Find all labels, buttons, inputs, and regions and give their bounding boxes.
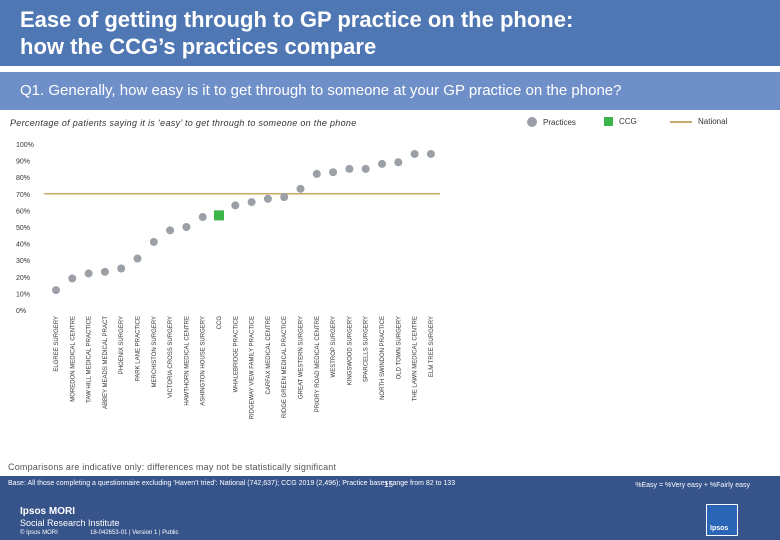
practice-point xyxy=(394,158,403,167)
y-tick-label: 40% xyxy=(16,242,30,249)
category-label: PARK LANE PRACTICE xyxy=(136,316,142,381)
category-label: PRIORY ROAD MEDICAL CENTRE xyxy=(315,316,321,412)
copyright: © Ipsos MORI xyxy=(20,530,58,536)
ccg-point xyxy=(214,210,224,221)
practice-point xyxy=(247,198,256,207)
category-label: CCG xyxy=(217,316,223,330)
legend-ccg-label: CCG xyxy=(619,117,637,126)
disclaimer: Comparisons are indicative only: differe… xyxy=(8,462,337,472)
practice-point xyxy=(166,226,175,235)
legend-practices-label: Practices xyxy=(543,117,576,127)
chart-title: Percentage of patients saying it is ‘eas… xyxy=(10,118,357,128)
y-tick-label: 30% xyxy=(16,258,30,265)
legend-national-label: National xyxy=(698,117,728,126)
practice-point xyxy=(345,164,354,173)
category-label: WESTROP SURGERY xyxy=(331,316,337,377)
category-label: MERCHISTON SURGERY xyxy=(152,316,158,387)
practice-point xyxy=(133,254,142,263)
legend-practices: Practices xyxy=(527,117,576,127)
practice-point xyxy=(410,149,419,158)
category-label: ASHINGTON HOUSE SURGERY xyxy=(201,316,207,406)
y-tick-label: 90% xyxy=(16,159,30,166)
ipsos-logo: Ipsos xyxy=(706,504,738,536)
practice-point xyxy=(426,149,435,158)
category-label: OLD TOWN SURGERY xyxy=(396,316,402,379)
practice-point xyxy=(52,286,60,295)
project-ref: 18-042653-01 | Version 1 | Public xyxy=(90,530,179,536)
category-label: MOREDON MEDICAL CENTRE xyxy=(70,316,76,402)
practice-point xyxy=(312,169,321,178)
practice-point xyxy=(361,164,370,173)
y-tick-label: 80% xyxy=(16,175,30,182)
practice-point xyxy=(231,201,240,210)
category-label: GREAT WESTERN SURGERY xyxy=(299,316,305,399)
practice-point xyxy=(198,213,207,222)
practice-dot-icon xyxy=(527,117,537,127)
category-label: KINGSWOOD SURGERY xyxy=(347,316,353,385)
sri-logo-text: Social Research Institute xyxy=(20,518,120,528)
national-line-icon xyxy=(670,120,692,123)
y-tick-label: 10% xyxy=(16,291,30,298)
y-tick-label: 50% xyxy=(16,225,30,232)
category-label: WHALEBRIDGE PRACTICE xyxy=(233,316,239,392)
easy-definition: %Easy = %Very easy + %Fairly easy xyxy=(635,482,750,489)
question-bar: Q1. Generally, how easy is it to get thr… xyxy=(0,72,780,110)
category-label: SPARCELLS SURGERY xyxy=(364,316,370,382)
category-label: TAW HILL MEDICAL PRACTICE xyxy=(87,316,93,403)
category-label: VICTORIA CROSS SURGERY xyxy=(168,316,174,398)
y-tick-label: 0% xyxy=(16,308,26,315)
practice-point xyxy=(149,237,158,246)
category-label: RIDGEWAY VIEW FAMILY PRACTICE xyxy=(250,316,256,419)
practice-point xyxy=(117,264,126,273)
category-label: ELM TREE SURGERY xyxy=(429,316,435,377)
scatter-chart: 0% 10% 20% 30% 40% 50% 60% 70% 80% 90% 100% ELGREE … xyxy=(16,142,440,419)
y-tick-label: 60% xyxy=(16,208,30,215)
footer-bar: Base: All those completing a questionnai… xyxy=(0,476,780,540)
practice-point xyxy=(263,194,272,203)
legend-ccg: CCG xyxy=(604,117,637,126)
page-title: Ease of getting through to GP practice o… xyxy=(20,7,574,59)
practice-point xyxy=(182,223,191,231)
base-note: Base: All those completing a questionnai… xyxy=(8,480,456,487)
practice-point xyxy=(100,267,109,276)
practice-point xyxy=(378,159,386,168)
ipsos-logo-text: Ipsos xyxy=(710,525,729,532)
y-tick-label: 100% xyxy=(16,142,34,149)
legend-national: National xyxy=(670,117,727,126)
practice-point xyxy=(84,269,93,278)
category-label: NORTH SWINDON PRACTICE xyxy=(380,316,386,400)
question-text: Q1. Generally, how easy is it to get thr… xyxy=(20,82,622,99)
practice-point xyxy=(329,168,338,177)
category-label: ABBEY MEADS MEDICAL PRACT xyxy=(103,316,109,409)
category-label: THE LAWN MEDICAL CENTRE xyxy=(413,316,419,401)
practice-point xyxy=(280,193,289,202)
category-label: PHOENIX SURGERY xyxy=(119,316,125,374)
category-label: RIDGE GREEN MEDICAL PRACTICE xyxy=(282,316,288,418)
ipsos-mori-logo: Ipsos MORI xyxy=(20,506,76,517)
category-label: HAWTHORN MEDICAL CENTRE xyxy=(184,316,190,406)
category-label: CARFAX MEDICAL CENTRE xyxy=(266,316,272,394)
ccg-square-icon xyxy=(604,117,613,126)
page-number: 15 xyxy=(384,480,393,489)
practice-point xyxy=(68,274,77,283)
y-tick-label: 20% xyxy=(16,275,30,282)
category-label: ELGREE SURGERY xyxy=(54,316,60,372)
practice-point xyxy=(296,184,305,193)
header-bar: Ease of getting through to GP practice o… xyxy=(0,0,780,66)
y-tick-label: 70% xyxy=(16,192,30,199)
